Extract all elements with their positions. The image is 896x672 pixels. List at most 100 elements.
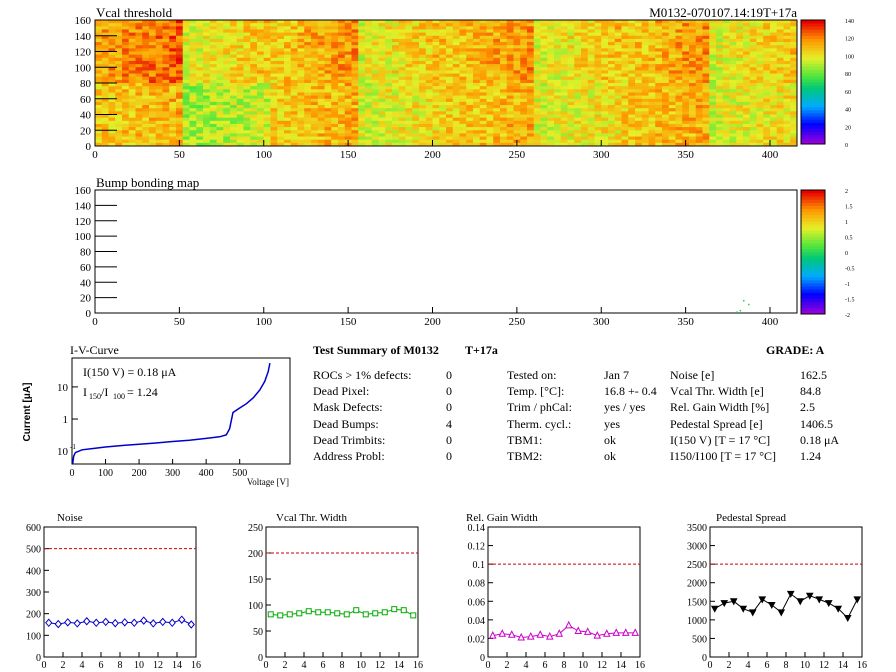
vcal-cell: [466, 35, 474, 40]
vcal-cell: [695, 64, 703, 68]
vcal-cell: [527, 23, 535, 27]
vcal-cell: [716, 98, 724, 103]
vcal-cell: [675, 95, 683, 100]
vcal-cell: [149, 64, 157, 68]
vcal-cell: [344, 35, 352, 40]
vcal-cell: [567, 105, 575, 109]
vcal-cell: [209, 139, 217, 144]
vcal-cell: [554, 79, 562, 84]
vcal-cell: [716, 120, 724, 125]
vcal-cell: [729, 57, 737, 62]
vcal-cell: [371, 38, 379, 43]
vcal-cell: [189, 130, 197, 134]
vcal-cell: [709, 120, 717, 125]
vcal-cell: [223, 127, 231, 131]
vcal-cell: [736, 60, 744, 65]
vcal-cell: [783, 70, 791, 74]
vcal-cell: [425, 64, 433, 68]
vcal-cell: [392, 57, 400, 62]
vcal-cell: [182, 70, 190, 74]
roc-point: [526, 631, 535, 640]
vcal-palette-bin: [801, 57, 825, 61]
vcal-cell: [378, 42, 386, 46]
iv-ratio: I: [83, 385, 87, 399]
vcal-cell: [614, 76, 622, 81]
vcal-cell: [344, 101, 352, 106]
vcal-cell: [506, 130, 514, 134]
roc-point: [64, 618, 72, 627]
vcal-cell: [594, 29, 602, 33]
vcal-cell: [419, 108, 427, 112]
vcal-cell: [743, 136, 751, 141]
vcal-cell: [331, 57, 339, 62]
vcal-cell: [432, 111, 440, 115]
roc-point: [574, 626, 583, 634]
vcal-cell: [749, 42, 757, 46]
vcal-cell: [479, 51, 487, 56]
vcal-cell: [419, 101, 427, 106]
vcal-cell: [554, 130, 562, 134]
vcal-cell: [358, 23, 366, 27]
vcal-cell: [756, 111, 764, 115]
vcal-cell: [439, 20, 447, 24]
vcal-cell: [277, 35, 285, 40]
vcal-cell: [169, 114, 177, 119]
vcal-cell: [466, 45, 474, 49]
vcal-cell: [128, 105, 136, 109]
vcal-cell: [533, 54, 541, 59]
vcal-palette-bin: [801, 26, 825, 30]
vcal-cell: [500, 127, 508, 131]
vcal-cell: [540, 42, 548, 46]
vcal-cell: [243, 133, 251, 137]
vcal-cell: [702, 101, 710, 106]
vcal-cell: [378, 26, 386, 30]
vcal-cell: [176, 20, 184, 24]
vcal-cell: [500, 51, 508, 56]
vcal-cell: [540, 64, 548, 68]
roc-point: [612, 628, 621, 636]
vcal-cell: [648, 54, 656, 59]
vcal-cell: [95, 64, 103, 68]
vcal-cell: [500, 64, 508, 68]
vcal-cell: [149, 142, 157, 147]
vcal-cell: [155, 130, 163, 134]
vcal-cell: [425, 117, 433, 122]
vcal-cell: [513, 114, 521, 119]
vcal-cell: [560, 57, 568, 62]
vcal-cell: [648, 26, 656, 30]
vcal-cell: [628, 98, 636, 103]
vcal-cell: [695, 35, 703, 40]
vcal-cell: [473, 76, 481, 81]
vcal-cell: [149, 38, 157, 43]
vcal-cell: [749, 32, 757, 37]
vcal-cell: [378, 57, 386, 62]
vcal-cell: [196, 29, 204, 33]
vcal-cell: [378, 35, 386, 40]
vcal-cell: [196, 117, 204, 122]
summary-grade: GRADE: A: [766, 343, 825, 357]
roc-series-line: [48, 619, 192, 625]
vcal-cell: [594, 42, 602, 46]
vcal-cell: [358, 133, 366, 137]
vcal-cell: [668, 60, 676, 65]
vcal-cell: [500, 98, 508, 103]
vcal-cell: [432, 127, 440, 131]
vcal-cell: [122, 29, 130, 33]
vcal-cell: [722, 139, 730, 144]
vcal-cell: [540, 95, 548, 100]
vcal-cell: [547, 54, 555, 59]
vcal-cell: [790, 108, 798, 112]
vcal-cell: [115, 111, 123, 115]
vcal-cell: [311, 38, 319, 43]
vcal-cell: [378, 70, 386, 74]
vcal-cell: [176, 64, 184, 68]
vcal-cell: [776, 67, 784, 71]
vcal-cell: [257, 111, 265, 115]
vcal-cell: [601, 111, 609, 115]
vcal-cell: [763, 60, 771, 65]
vcal-palette-label: 120: [845, 37, 854, 43]
bump-x-tick-label: 300: [593, 316, 610, 328]
vcal-cell: [284, 64, 292, 68]
vcal-cell: [331, 23, 339, 27]
vcal-cell: [628, 92, 636, 96]
